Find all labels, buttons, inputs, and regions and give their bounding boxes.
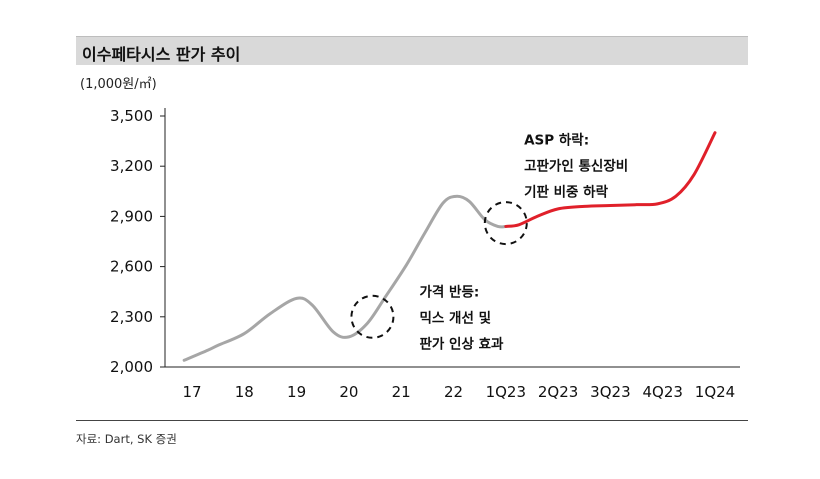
highlight-circle bbox=[350, 294, 395, 339]
chart-axes bbox=[164, 108, 740, 368]
y-tick-label: 2,900 bbox=[110, 207, 153, 225]
x-tick-label: 17 bbox=[182, 383, 201, 401]
x-tick-label: 1Q23 bbox=[486, 383, 526, 401]
chart-title: 이수페타시스 판가 추이 bbox=[82, 45, 241, 64]
y-axis-unit-label: (1,000원/㎡) bbox=[80, 77, 157, 92]
y-tick-label: 2,300 bbox=[110, 308, 153, 326]
x-tick-label: 19 bbox=[287, 383, 306, 401]
y-tick-label: 2,000 bbox=[110, 358, 153, 376]
highlight-circles bbox=[350, 201, 528, 339]
x-tick-label: 3Q23 bbox=[590, 383, 630, 401]
annotation-text: ASP 하락: bbox=[524, 131, 589, 148]
x-tick-label: 22 bbox=[444, 383, 463, 401]
x-tick-label: 4Q23 bbox=[642, 383, 682, 401]
bottom-divider bbox=[76, 420, 748, 421]
annotation-text: 기판 비중 하락 bbox=[524, 183, 608, 200]
y-tick-label: 3,200 bbox=[110, 157, 153, 175]
y-tick-label: 2,600 bbox=[110, 258, 153, 276]
x-tick-label: 20 bbox=[339, 383, 358, 401]
y-tick-label: 3,500 bbox=[110, 107, 153, 125]
annotation-text: 믹스 개선 및 bbox=[420, 310, 492, 327]
highlight-circle bbox=[483, 201, 528, 246]
annotation-text: 판가 인상 효과 bbox=[420, 336, 504, 353]
y-axis-ticks: 2,000 2,300 2,600 2,900 3,200 3,500 bbox=[110, 107, 165, 376]
annotations: 가격 반등: 믹스 개선 및판가 인상 효과 ASP 하락: 고판가인 통신장비기판 … bbox=[420, 131, 629, 352]
source-note: 자료: Dart, SK 증권 bbox=[76, 432, 177, 446]
chart-title-bar: 이수페타시스 판가 추이 bbox=[76, 36, 748, 65]
annotation-text: 고판가인 통신장비 bbox=[524, 157, 628, 174]
x-tick-label: 21 bbox=[392, 383, 411, 401]
series-line-1 bbox=[182, 194, 508, 362]
x-tick-label: 1Q24 bbox=[695, 383, 735, 401]
x-tick-label: 2Q23 bbox=[538, 383, 578, 401]
x-axis-ticks: 17 18 19 20 21 22 1Q23 2Q23 3Q23 4Q23 1Q24 bbox=[182, 383, 735, 401]
series-line-2 bbox=[504, 131, 717, 228]
series-lines bbox=[182, 131, 717, 362]
x-tick-label: 18 bbox=[235, 383, 254, 401]
annotation-text: 가격 반등: bbox=[420, 284, 480, 301]
